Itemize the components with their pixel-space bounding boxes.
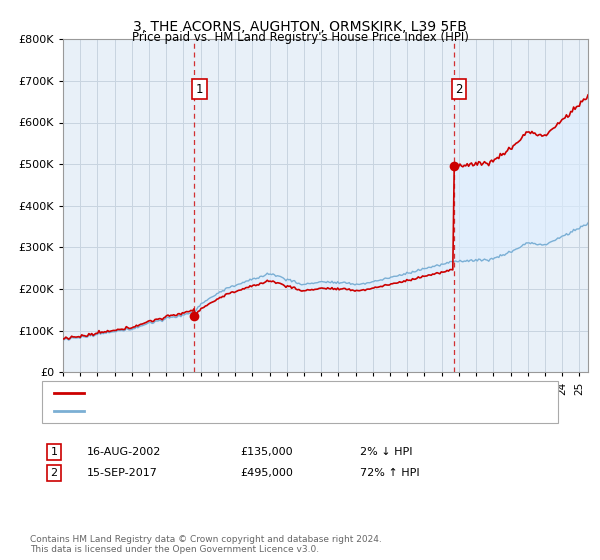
Text: £135,000: £135,000 [240, 447, 293, 457]
Text: 3, THE ACORNS, AUGHTON, ORMSKIRK, L39 5FB (detached house): 3, THE ACORNS, AUGHTON, ORMSKIRK, L39 5F… [90, 388, 435, 398]
Text: 72% ↑ HPI: 72% ↑ HPI [360, 468, 419, 478]
Text: 2: 2 [50, 468, 58, 478]
Text: 1: 1 [50, 447, 58, 457]
Text: Contains HM Land Registry data © Crown copyright and database right 2024.
This d: Contains HM Land Registry data © Crown c… [30, 535, 382, 554]
Text: 3, THE ACORNS, AUGHTON, ORMSKIRK, L39 5FB: 3, THE ACORNS, AUGHTON, ORMSKIRK, L39 5F… [133, 20, 467, 34]
Text: 16-AUG-2002: 16-AUG-2002 [87, 447, 161, 457]
Text: 2% ↓ HPI: 2% ↓ HPI [360, 447, 413, 457]
Text: £495,000: £495,000 [240, 468, 293, 478]
Text: 15-SEP-2017: 15-SEP-2017 [87, 468, 158, 478]
Text: 2: 2 [455, 83, 463, 96]
Text: Price paid vs. HM Land Registry's House Price Index (HPI): Price paid vs. HM Land Registry's House … [131, 31, 469, 44]
Text: HPI: Average price, detached house, West Lancashire: HPI: Average price, detached house, West… [90, 406, 368, 416]
Text: 1: 1 [196, 83, 203, 96]
